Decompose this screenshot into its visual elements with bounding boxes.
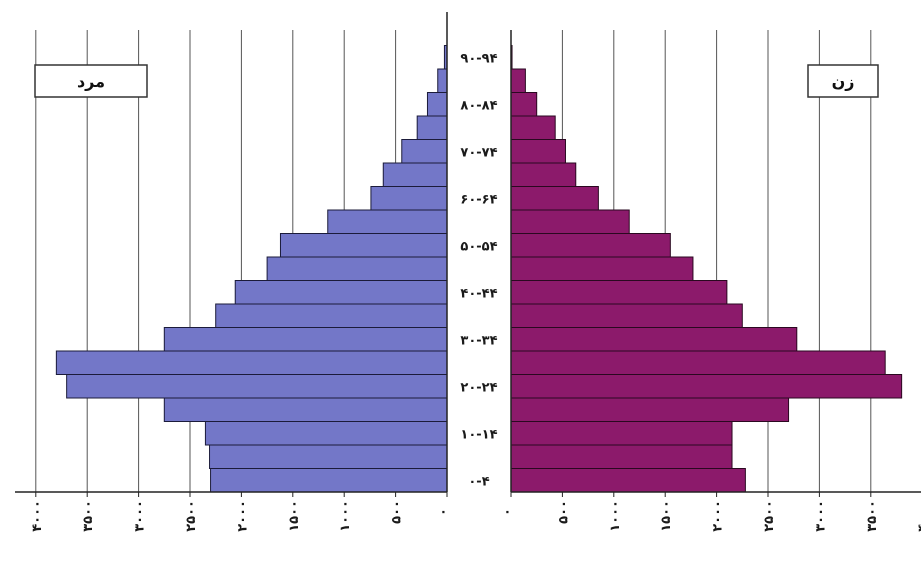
tick-labels: ۰۰۵۰۰۱۰۰۰۱۵۰۰۲۰۰۰۲۵۰۰۳۰۰۰۳۵۰۰۴۰۰۰۴۵۰۰۵۰۰… (30, 500, 921, 532)
female-bar (510, 303, 743, 328)
age-group-label: ۶۰-۶۴ (460, 192, 497, 207)
female-bar (510, 92, 538, 117)
female-bar (510, 327, 798, 352)
axes (15, 12, 921, 497)
age-group-label: ۷۰-۷۴ (460, 145, 497, 160)
tick-label: ۱۵۰۰ (659, 500, 674, 532)
female-bar (510, 139, 566, 164)
age-group-label: ۹۰-۹۴ (460, 51, 497, 66)
tick-label: ۲۵۰۰ (184, 500, 199, 532)
male-bar (210, 468, 448, 493)
male-bar (66, 374, 448, 399)
female-bar (510, 421, 733, 446)
male-legend-box: مرد (34, 64, 148, 98)
male-bar (401, 139, 448, 164)
male-bar (209, 444, 448, 469)
male-bar (215, 303, 448, 328)
female-bar (510, 209, 630, 234)
female-label: زن (832, 72, 855, 91)
male-bar (426, 92, 448, 117)
tick-label: ۰ (500, 508, 515, 516)
male-bars (55, 45, 448, 493)
female-bar (510, 468, 746, 493)
female-bar (510, 162, 577, 187)
tick-label: ۳۵۰۰ (81, 500, 96, 532)
male-bar (55, 350, 448, 375)
male-bar (234, 280, 448, 305)
tick-label: ۳۵۰۰ (865, 500, 880, 532)
age-group-label: ۵۰-۵۴ (460, 239, 497, 254)
age-group-label: ۱۰-۱۴ (460, 427, 497, 442)
tick-label: ۳۰۰۰ (133, 500, 148, 532)
female-bars (510, 45, 903, 493)
male-bar (327, 209, 448, 234)
male-bar (266, 256, 448, 281)
male-bar (437, 68, 448, 93)
tick-label: ۳۰۰۰ (813, 500, 828, 532)
female-bar (510, 256, 694, 281)
age-group-label: ۰-۴ (468, 474, 489, 489)
male-bar (370, 186, 448, 211)
female-bar (510, 280, 728, 305)
male-label: مرد (77, 72, 105, 91)
tick-label: ۲۰۰۰ (711, 500, 726, 532)
age-group-label: ۳۰-۳۴ (460, 333, 497, 348)
female-bar (510, 444, 733, 469)
tick-label: ۲۰۰۰ (235, 500, 250, 532)
tick-label: ۰ (436, 508, 451, 516)
tick-label: ۱۵۰۰ (287, 500, 302, 532)
tick-label: ۴۰۰۰ (916, 500, 921, 532)
female-bar (510, 397, 790, 422)
tick-label: ۲۵۰۰ (762, 500, 777, 532)
female-bar (510, 233, 671, 258)
tick-label: ۴۰۰۰ (30, 500, 45, 532)
tick-label: ۵۰۰ (390, 500, 405, 524)
female-bar (510, 68, 526, 93)
female-bar (510, 350, 886, 375)
age-labels: ۰-۴ ۱۰-۱۴ ۲۰-۲۴ ۳۰-۳۴ ۴۰-۴۴ ۵۰-۵۴ ۶۰-۶۴ ۷۰-۷۴ ۸۰… (460, 51, 497, 489)
age-group-label: ۸۰-۸۴ (460, 98, 497, 113)
female-bar (510, 186, 599, 211)
male-bar (204, 421, 448, 446)
male-bar (163, 397, 448, 422)
female-legend-box: زن (807, 64, 879, 98)
tick-label: ۱۰۰۰ (608, 500, 623, 532)
age-group-label: ۲۰-۲۴ (460, 380, 497, 395)
male-bar (163, 327, 448, 352)
female-bar (510, 374, 903, 399)
tick-label: ۱۰۰۰ (338, 500, 353, 532)
male-bar (416, 115, 448, 140)
tick-label: ۵۰۰ (556, 500, 571, 524)
female-bar (510, 115, 556, 140)
male-bar (279, 233, 448, 258)
male-bar (382, 162, 448, 187)
age-group-label: ۴۰-۴۴ (460, 286, 497, 301)
